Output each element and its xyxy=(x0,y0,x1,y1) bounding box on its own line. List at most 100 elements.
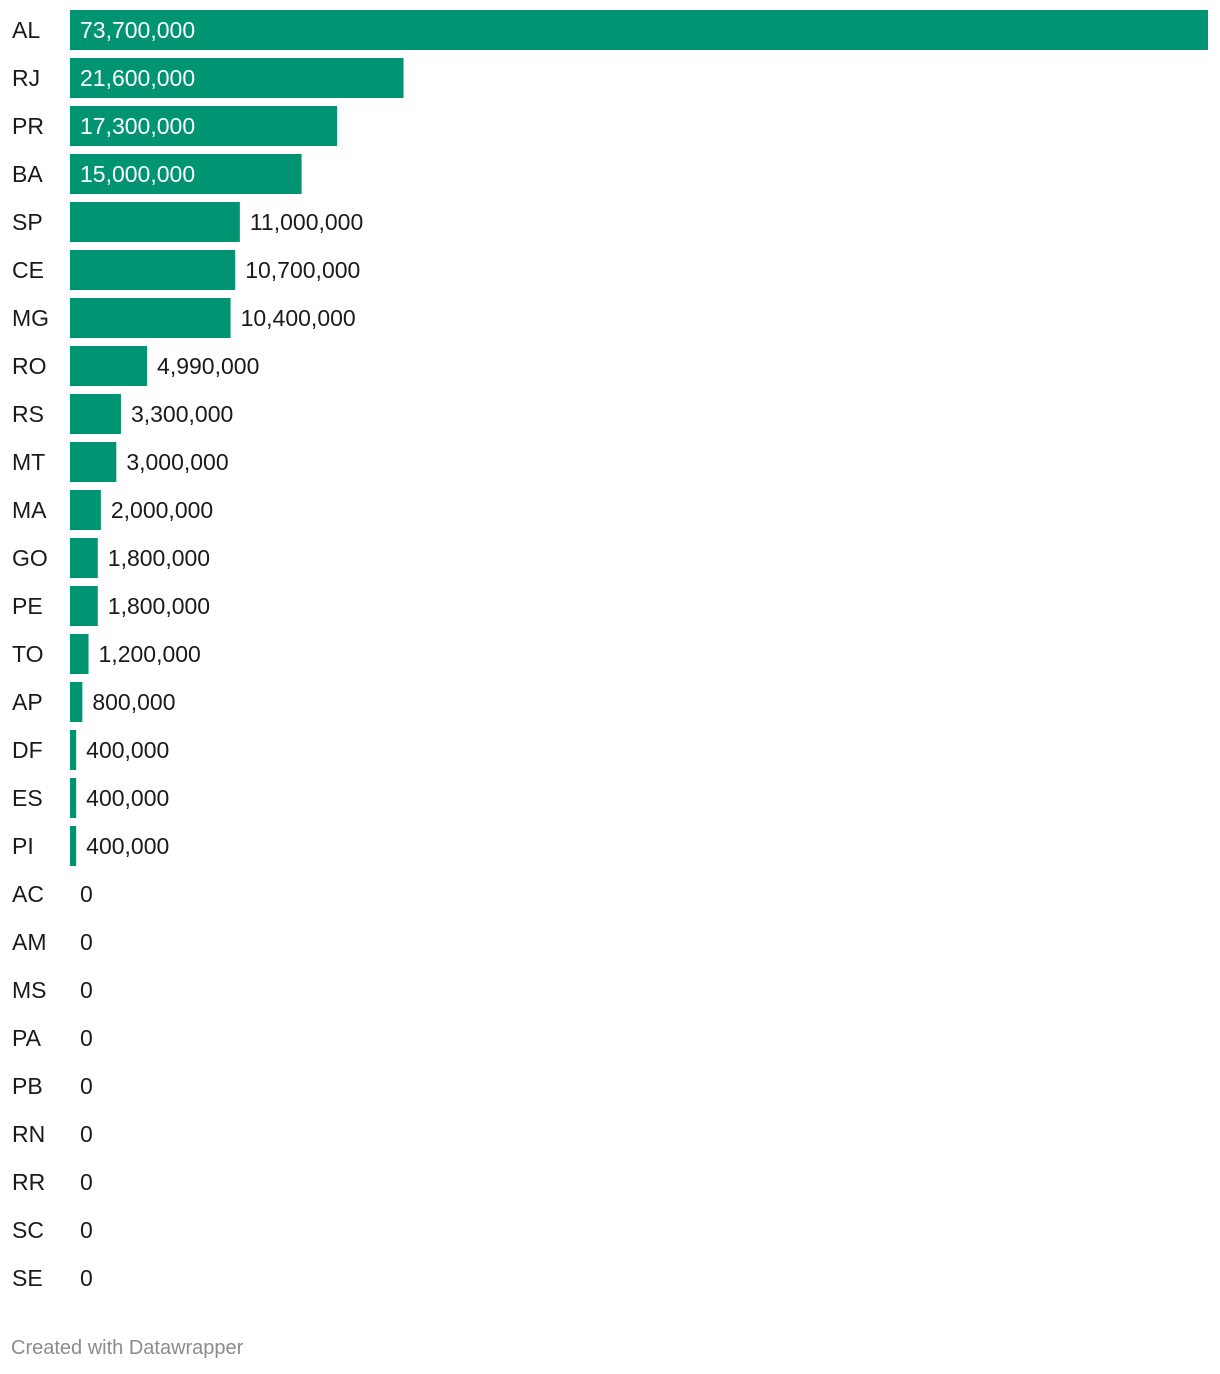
value-label: 3,000,000 xyxy=(126,449,228,475)
bar xyxy=(70,58,404,98)
bar-row-ba: BA 15,000,000 xyxy=(12,154,302,194)
bar-row-ap: AP 800,000 xyxy=(12,682,175,722)
bar xyxy=(70,346,148,386)
category-label: RS xyxy=(12,401,44,427)
bar xyxy=(70,538,98,578)
category-label: RO xyxy=(12,353,47,379)
value-label: 15,000,000 xyxy=(80,161,195,187)
value-label: 0 xyxy=(80,881,93,907)
bar-row-sp: SP 11,000,000 xyxy=(12,202,363,242)
bar-row-am: AM 0 xyxy=(12,929,93,955)
bar-row-ro: RO 4,990,000 xyxy=(12,346,259,386)
bar-row-mg: MG 10,400,000 xyxy=(12,298,356,338)
footer-credit: Created with Datawrapper xyxy=(11,1337,244,1359)
bar xyxy=(70,394,121,434)
bar-row-rj: RJ 21,600,000 xyxy=(12,58,404,98)
bar xyxy=(70,490,101,530)
category-label: PB xyxy=(12,1073,43,1099)
bar-row-rr: RR 0 xyxy=(12,1169,93,1195)
value-label: 0 xyxy=(80,1217,93,1243)
bar-row-mt: MT 3,000,000 xyxy=(12,442,229,482)
value-label: 73,700,000 xyxy=(80,17,195,43)
value-label: 3,300,000 xyxy=(131,401,233,427)
bar xyxy=(70,826,77,866)
value-label: 0 xyxy=(80,1169,93,1195)
bar-row-ms: MS 0 xyxy=(12,977,93,1003)
category-label: RN xyxy=(12,1121,45,1147)
category-label: PA xyxy=(12,1025,42,1051)
bar-row-pa: PA 0 xyxy=(12,1025,93,1051)
category-label: DF xyxy=(12,737,43,763)
bar xyxy=(70,634,89,674)
bar-row-df: DF 400,000 xyxy=(12,730,169,770)
bar xyxy=(70,730,77,770)
category-label: GO xyxy=(12,545,48,571)
bar xyxy=(70,298,231,338)
category-label: RR xyxy=(12,1169,45,1195)
bar-row-rn: RN 0 xyxy=(12,1121,93,1147)
category-label: MS xyxy=(12,977,47,1003)
bar-row-go: GO 1,800,000 xyxy=(12,538,210,578)
value-label: 4,990,000 xyxy=(157,353,259,379)
bar-row-sc: SC 0 xyxy=(12,1217,93,1243)
value-label: 1,800,000 xyxy=(108,593,210,619)
bar xyxy=(70,202,240,242)
category-label: RJ xyxy=(12,65,40,91)
value-label: 21,600,000 xyxy=(80,65,195,91)
bar-row-se: SE 0 xyxy=(12,1265,93,1291)
category-label: AP xyxy=(12,689,43,715)
value-label: 400,000 xyxy=(86,737,169,763)
value-label: 0 xyxy=(80,1121,93,1147)
value-label: 0 xyxy=(80,977,93,1003)
bar-row-al: AL 73,700,000 xyxy=(12,10,1208,50)
value-label: 0 xyxy=(80,1073,93,1099)
category-label: ES xyxy=(12,785,43,811)
category-label: SC xyxy=(12,1217,44,1243)
bar xyxy=(70,586,98,626)
category-label: SP xyxy=(12,209,43,235)
bar-row-pe: PE 1,800,000 xyxy=(12,586,210,626)
category-label: MG xyxy=(12,305,49,331)
bar-row-rs: RS 3,300,000 xyxy=(12,394,233,434)
bar-row-es: ES 400,000 xyxy=(12,778,169,818)
category-label: BA xyxy=(12,161,43,187)
value-label: 400,000 xyxy=(86,833,169,859)
bar xyxy=(70,778,77,818)
value-label: 0 xyxy=(80,1025,93,1051)
bar-chart: AL 73,700,000 RJ 21,600,000 PR 17,300,000 BA 15… xyxy=(12,10,1208,1291)
category-label: TO xyxy=(12,641,44,667)
category-label: AL xyxy=(12,17,40,43)
bar-row-ac: AC 0 xyxy=(12,881,93,907)
value-label: 0 xyxy=(80,1265,93,1291)
bar xyxy=(70,106,338,146)
value-label: 400,000 xyxy=(86,785,169,811)
bar xyxy=(70,154,302,194)
value-label: 1,800,000 xyxy=(108,545,210,571)
bar-row-pb: PB 0 xyxy=(12,1073,93,1099)
bar-row-ce: CE 10,700,000 xyxy=(12,250,360,290)
bar xyxy=(70,682,83,722)
bar xyxy=(70,442,117,482)
value-label: 2,000,000 xyxy=(111,497,213,523)
value-label: 10,400,000 xyxy=(241,305,356,331)
bar xyxy=(70,10,1208,50)
value-label: 0 xyxy=(80,929,93,955)
bar-row-to: TO 1,200,000 xyxy=(12,634,201,674)
category-label: PR xyxy=(12,113,44,139)
category-label: AM xyxy=(12,929,47,955)
bar-row-pr: PR 17,300,000 xyxy=(12,106,338,146)
category-label: SE xyxy=(12,1265,43,1291)
value-label: 1,200,000 xyxy=(99,641,201,667)
category-label: MT xyxy=(12,449,45,475)
value-label: 11,000,000 xyxy=(250,209,363,235)
bar-row-pi: PI 400,000 xyxy=(12,826,169,866)
category-label: MA xyxy=(12,497,47,523)
value-label: 17,300,000 xyxy=(80,113,195,139)
category-label: PE xyxy=(12,593,43,619)
value-label: 800,000 xyxy=(92,689,175,715)
category-label: CE xyxy=(12,257,44,283)
value-label: 10,700,000 xyxy=(245,257,360,283)
category-label: PI xyxy=(12,833,34,859)
bar-row-ma: MA 2,000,000 xyxy=(12,490,213,530)
bar xyxy=(70,250,236,290)
